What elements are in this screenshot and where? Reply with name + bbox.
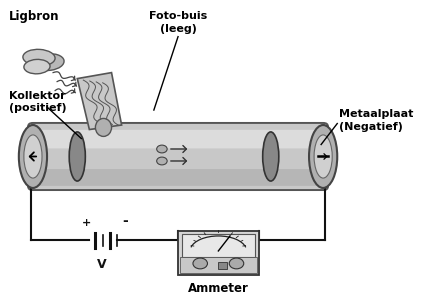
Ellipse shape [69, 132, 85, 181]
Ellipse shape [309, 125, 337, 188]
FancyBboxPatch shape [36, 169, 320, 186]
Ellipse shape [314, 135, 332, 178]
Text: Ammeter: Ammeter [188, 282, 249, 295]
Polygon shape [77, 73, 121, 129]
FancyBboxPatch shape [36, 130, 320, 148]
Text: Foto-buis
(leeg): Foto-buis (leeg) [149, 11, 207, 34]
Ellipse shape [24, 59, 50, 74]
Circle shape [229, 258, 244, 269]
Ellipse shape [19, 125, 47, 188]
Circle shape [193, 258, 207, 269]
Ellipse shape [24, 135, 42, 178]
Bar [178, 231, 259, 275]
Ellipse shape [95, 118, 112, 136]
Ellipse shape [23, 49, 55, 66]
Text: +: + [82, 219, 91, 228]
Text: -: - [122, 214, 128, 228]
Circle shape [157, 145, 167, 153]
Text: V: V [97, 258, 106, 272]
Text: Kollektor
(positief): Kollektor (positief) [9, 91, 66, 113]
Text: Ligbron: Ligbron [9, 10, 59, 23]
Circle shape [157, 157, 167, 165]
Bar [180, 257, 256, 273]
Ellipse shape [263, 132, 279, 181]
Text: Metaalplaat
(Negatief): Metaalplaat (Negatief) [339, 109, 414, 132]
Ellipse shape [34, 54, 64, 70]
Bar [182, 234, 255, 256]
FancyBboxPatch shape [28, 123, 328, 190]
Bar [219, 262, 227, 269]
